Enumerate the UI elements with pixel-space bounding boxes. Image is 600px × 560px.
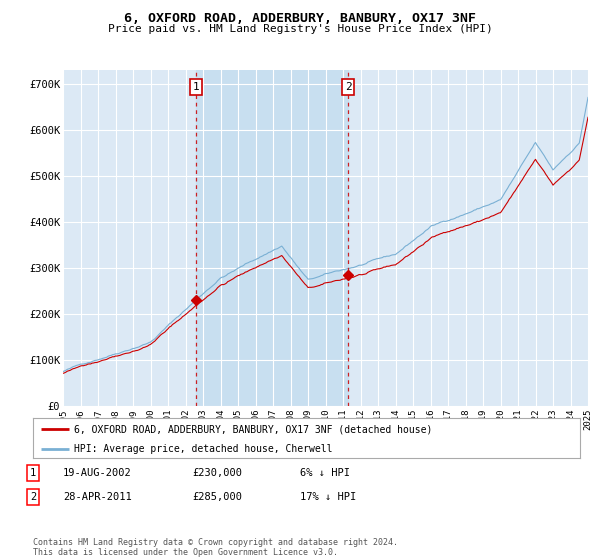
Text: 6, OXFORD ROAD, ADDERBURY, BANBURY, OX17 3NF: 6, OXFORD ROAD, ADDERBURY, BANBURY, OX17… [124, 12, 476, 25]
Text: 1: 1 [30, 468, 36, 478]
Text: Price paid vs. HM Land Registry's House Price Index (HPI): Price paid vs. HM Land Registry's House … [107, 24, 493, 34]
Text: 6% ↓ HPI: 6% ↓ HPI [300, 468, 350, 478]
Text: £230,000: £230,000 [192, 468, 242, 478]
Text: 6, OXFORD ROAD, ADDERBURY, BANBURY, OX17 3NF (detached house): 6, OXFORD ROAD, ADDERBURY, BANBURY, OX17… [74, 424, 433, 434]
Text: 19-AUG-2002: 19-AUG-2002 [63, 468, 132, 478]
Text: HPI: Average price, detached house, Cherwell: HPI: Average price, detached house, Cher… [74, 444, 332, 454]
Text: 28-APR-2011: 28-APR-2011 [63, 492, 132, 502]
Text: £285,000: £285,000 [192, 492, 242, 502]
Text: 2: 2 [345, 82, 352, 92]
Text: 17% ↓ HPI: 17% ↓ HPI [300, 492, 356, 502]
Text: 1: 1 [193, 82, 199, 92]
Bar [196, 70, 348, 406]
Text: 2: 2 [30, 492, 36, 502]
Text: Contains HM Land Registry data © Crown copyright and database right 2024.
This d: Contains HM Land Registry data © Crown c… [33, 538, 398, 557]
